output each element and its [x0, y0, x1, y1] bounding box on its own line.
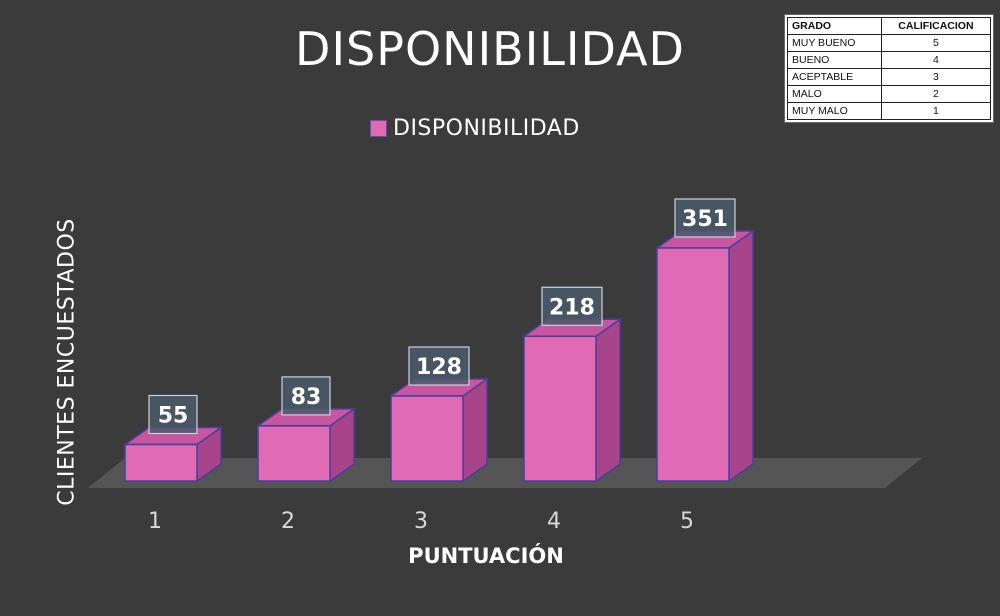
- bar: [654, 229, 756, 483]
- legend-label: DISPONIBILIDAD: [393, 115, 580, 141]
- data-label: 83: [281, 376, 331, 416]
- bar-front-face: [656, 247, 730, 482]
- data-label-box: [281, 376, 331, 416]
- x-tick-label: 1: [148, 509, 162, 534]
- bar-front-face: [390, 395, 464, 482]
- data-label-box: [541, 286, 603, 326]
- x-tick-label: 5: [680, 509, 694, 534]
- x-tick-label: 2: [281, 509, 295, 534]
- score-cell: 2: [880, 85, 992, 103]
- score-cell: 3: [880, 68, 992, 86]
- grade-table-row: MUY BUENO 5: [787, 34, 992, 52]
- grade-cell: MALO: [787, 85, 882, 103]
- grade-table-header-row: GRADO CALIFICACION: [787, 17, 992, 35]
- chart-title: DISPONIBILIDAD: [295, 22, 685, 76]
- data-label-text: 218: [549, 295, 595, 320]
- bar: [255, 407, 357, 483]
- bar-front-face: [257, 425, 331, 482]
- bar-side-face: [728, 229, 754, 483]
- grade-table: GRADO CALIFICACION MUY BUENO 5 BUENO 4 A…: [784, 14, 994, 123]
- grade-cell: MUY BUENO: [787, 34, 882, 52]
- grade-table-row: BUENO 4: [787, 51, 992, 69]
- bar: [122, 426, 224, 483]
- data-label: 351: [674, 198, 736, 238]
- grade-cell: BUENO: [787, 51, 882, 69]
- grade-table-row: MALO 2: [787, 85, 992, 103]
- data-label-box: [674, 198, 736, 238]
- data-label-text: 128: [416, 355, 462, 380]
- y-axis-title: CLIENTES ENCUESTADOS: [54, 218, 80, 506]
- legend: DISPONIBILIDAD: [370, 114, 580, 142]
- score-cell: 1: [880, 102, 992, 120]
- x-axis-title: PUNTUACIÓN: [408, 544, 564, 568]
- grade-table-row: ACEPTABLE 3: [787, 68, 992, 86]
- data-label-text: 351: [682, 207, 728, 232]
- x-tick-label: 3: [414, 509, 428, 534]
- bar-front-face: [523, 335, 597, 482]
- grade-cell: MUY MALO: [787, 102, 882, 120]
- data-label: 218: [541, 286, 603, 326]
- data-label: 128: [408, 346, 470, 386]
- data-label-text: 55: [158, 403, 189, 428]
- bar-front-face: [124, 443, 198, 482]
- data-label-text: 83: [291, 385, 322, 410]
- score-cell: 4: [880, 51, 992, 69]
- data-label-box: [408, 346, 470, 386]
- data-label: 55: [148, 394, 198, 435]
- legend-swatch: [370, 119, 387, 137]
- grade-table-header-score: CALIFICACION: [880, 17, 992, 35]
- bar-side-face: [595, 317, 621, 483]
- bar: [388, 377, 490, 483]
- grade-table-header-grade: GRADO: [787, 17, 882, 35]
- score-cell: 5: [880, 34, 992, 52]
- bar: [521, 317, 623, 483]
- data-label-box: [148, 394, 198, 435]
- x-tick-label: 4: [547, 509, 561, 534]
- grade-table-row: MUY MALO 1: [787, 102, 992, 120]
- grade-cell: ACEPTABLE: [787, 68, 882, 86]
